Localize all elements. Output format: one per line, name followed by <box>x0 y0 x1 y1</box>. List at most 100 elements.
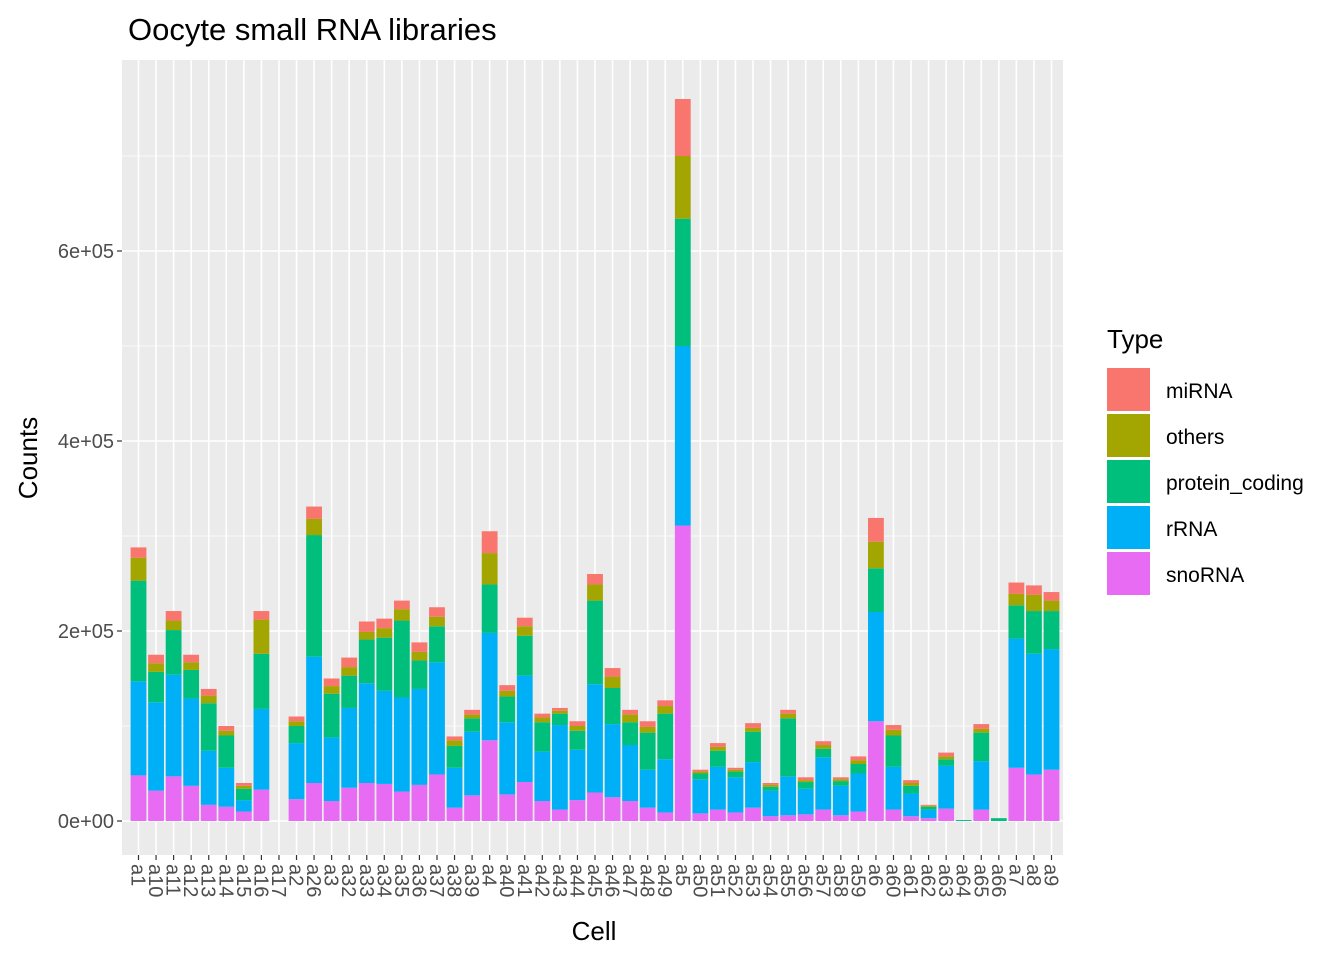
x-tick-label: a7 <box>1004 864 1026 886</box>
bar-segment <box>446 736 463 741</box>
bar-segment <box>464 718 480 732</box>
bar-segment <box>938 808 955 821</box>
bar-segment <box>499 696 516 723</box>
bar-segment <box>341 707 358 788</box>
bar-segment <box>639 721 656 727</box>
bar-segment <box>411 660 428 689</box>
bar-segment <box>183 654 200 663</box>
bar-segment <box>727 769 744 772</box>
bar-segment <box>797 777 814 781</box>
bar-segment <box>938 756 955 760</box>
chart-title: Oocyte small RNA libraries <box>128 12 497 47</box>
bar-segment <box>938 765 955 809</box>
bar-segment <box>446 740 463 746</box>
bar-segment <box>358 631 375 640</box>
bar-segment <box>1043 769 1060 821</box>
bar-segment <box>253 708 270 790</box>
x-tick-label: a36 <box>407 864 429 897</box>
bar-segment <box>832 785 849 816</box>
bar-segment <box>780 815 797 821</box>
y-tick-label: 6e+05 <box>58 241 114 263</box>
bar-segment <box>639 769 656 808</box>
bar-segment <box>1043 649 1060 770</box>
x-tick-label: a60 <box>881 864 903 897</box>
x-tick-label: a37 <box>425 864 447 897</box>
bar-segment <box>1008 605 1025 639</box>
bar-segment <box>815 745 832 749</box>
bar-segment <box>762 783 779 785</box>
bar-segment <box>165 611 182 621</box>
bar-segment <box>393 791 410 821</box>
bar-segment <box>710 809 726 821</box>
bar-segment <box>657 700 674 707</box>
x-tick-label: a64 <box>952 864 974 897</box>
bar-segment <box>183 669 200 699</box>
x-tick-label: a16 <box>249 864 271 897</box>
x-tick-label: a57 <box>811 864 833 897</box>
bar-segment <box>551 707 568 711</box>
bar-segment <box>762 790 779 817</box>
bar-segment <box>200 695 217 704</box>
bar-segment <box>464 709 480 715</box>
bar-segment <box>868 612 884 722</box>
bar-segment <box>604 724 621 798</box>
bar-segment <box>429 616 445 627</box>
bar-segment <box>165 630 182 675</box>
bar-segment <box>780 713 797 719</box>
x-tick-label: a49 <box>653 864 675 897</box>
bar-segment <box>235 785 252 789</box>
bar-segment <box>323 801 340 821</box>
legend-swatch <box>1107 552 1150 595</box>
bar-segment <box>429 626 445 663</box>
bar-segment <box>797 814 814 821</box>
bar-segment <box>306 518 322 536</box>
bar-segment <box>218 767 235 807</box>
bar-segment <box>903 793 919 817</box>
x-tick-label: a15 <box>232 864 254 897</box>
bar-segment <box>832 781 849 786</box>
bar-segment <box>130 775 147 821</box>
bar-segment <box>288 721 305 726</box>
bar-segment <box>393 697 410 792</box>
bar-segment <box>148 654 164 664</box>
bar-segment <box>464 795 480 821</box>
bar-segment <box>516 782 533 821</box>
bar-segment <box>587 600 603 685</box>
bar-segment <box>1008 582 1025 594</box>
bar-segment <box>903 780 919 783</box>
bar-segment <box>358 683 375 783</box>
bar-segment <box>727 767 744 770</box>
bar-segment <box>218 806 235 821</box>
x-tick-label: a5 <box>671 864 693 886</box>
bar-segment <box>903 783 919 786</box>
bar-segment <box>639 732 656 770</box>
bar-segment <box>815 757 832 810</box>
bar-segment <box>1008 593 1025 606</box>
bar-segment <box>148 702 164 791</box>
bar-segment <box>797 782 814 789</box>
bar-segment <box>868 721 884 821</box>
bar-segment <box>200 804 217 821</box>
x-tick-label: a44 <box>565 864 587 897</box>
bar-segment <box>604 797 621 821</box>
bar-segment <box>148 663 164 672</box>
x-tick-label: a35 <box>390 864 412 897</box>
bar-segment <box>411 642 428 652</box>
bar-segment <box>534 713 551 718</box>
legend-label: rRNA <box>1166 518 1217 541</box>
bar-segment <box>973 724 990 729</box>
bar-segment <box>850 756 867 761</box>
bar-segment <box>253 789 270 821</box>
bar-segment <box>692 813 709 821</box>
bar-segment <box>341 675 358 708</box>
bar-segment <box>393 620 410 698</box>
bar-segment <box>920 804 937 806</box>
bar-segment <box>306 783 322 821</box>
bar-segment <box>446 807 463 821</box>
x-tick-label: a3 <box>320 864 342 886</box>
bar-segment <box>288 799 305 821</box>
bar-segment <box>569 721 586 726</box>
bar-segment <box>288 726 305 744</box>
bar-segment <box>710 750 726 767</box>
